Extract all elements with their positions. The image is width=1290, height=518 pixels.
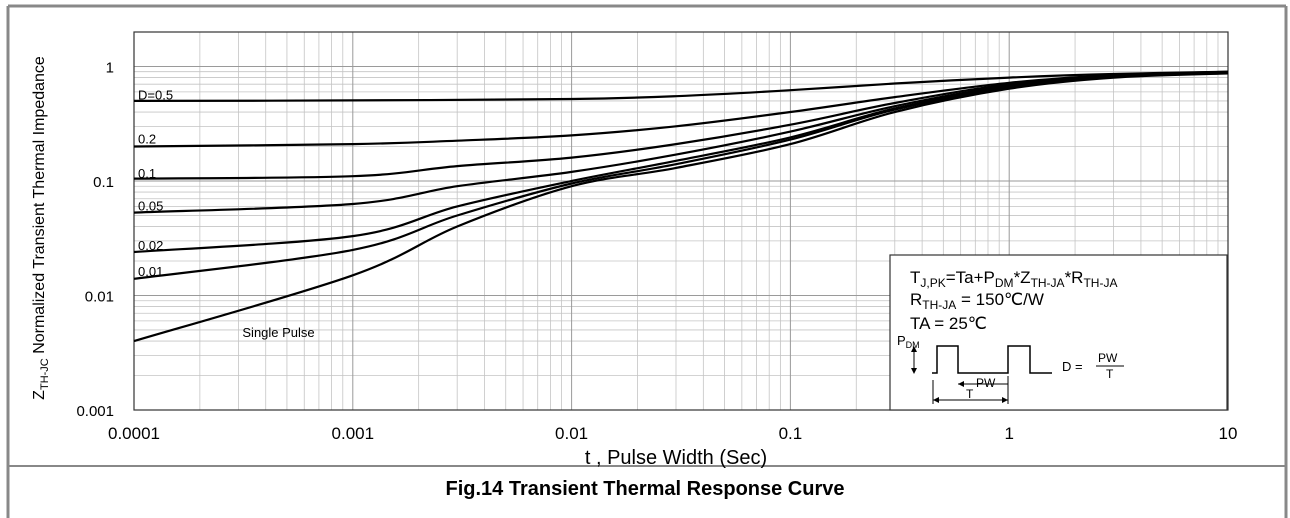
duty-eq-label: D = xyxy=(1062,359,1083,374)
y-axis-label-rest: Normalized Transient Thermal Impedance xyxy=(31,56,48,358)
y-tick-labels: 0.001 0.01 0.1 1 xyxy=(76,59,114,420)
pw-arrow-head xyxy=(958,381,964,387)
series-label: 0.05 xyxy=(138,198,163,213)
y-axis-label: ZTH-JC Normalized Transient Thermal Impe… xyxy=(31,56,51,400)
series-label: Single Pulse xyxy=(242,325,314,340)
series-line-d-0-5 xyxy=(133,70,1229,102)
series-labels: D=0.5 0.2 0.1 0.05 0.02 0.01 Single Pulse xyxy=(138,87,315,340)
duty-numerator: PW xyxy=(1098,351,1118,365)
plot-area-border xyxy=(133,31,1229,411)
series-line-0-2 xyxy=(133,70,1229,148)
y-axis-label-sub: TH-JC xyxy=(39,358,51,390)
x-tick-label: 0.0001 xyxy=(108,424,160,443)
formula-line: TA = 25℃ xyxy=(910,314,987,333)
y-tick-label: 0.001 xyxy=(76,403,114,420)
pdm-arrow-head-up xyxy=(911,346,917,352)
y-axis-label-main: Z xyxy=(31,390,48,400)
y-tick-label: 1 xyxy=(106,59,114,76)
x-tick-label: 1 xyxy=(1004,424,1013,443)
x-tick-label: 0.01 xyxy=(555,424,588,443)
t-arrow-right xyxy=(1002,397,1008,403)
x-axis-label: t , Pulse Width (Sec) xyxy=(585,447,767,469)
series-label: 0.2 xyxy=(138,132,156,147)
x-tick-label: 0.1 xyxy=(779,424,803,443)
series-label: 0.1 xyxy=(138,166,156,181)
formula-line: TJ,PK=Ta+PDM*ZTH-JA*RTH-JA xyxy=(910,268,1117,290)
t-arrow-left xyxy=(933,397,939,403)
pulse-label: PDM xyxy=(897,333,920,350)
t-label: T xyxy=(966,387,974,401)
y-tick-label: 0.01 xyxy=(85,288,114,305)
figure-caption: Fig.14 Transient Thermal Response Curve xyxy=(445,478,845,500)
duty-denominator: T xyxy=(1106,367,1114,381)
series-label: 0.02 xyxy=(138,238,163,253)
series-line-0-1 xyxy=(133,71,1229,180)
series-line-0-01 xyxy=(133,71,1229,280)
y-tick-label: 0.1 xyxy=(93,174,114,191)
series-label: D=0.5 xyxy=(138,87,173,102)
series-line-single-pulse xyxy=(133,72,1229,343)
pulse-diagram: PDM PW T D = PW T xyxy=(897,333,1124,404)
x-tick-label: 10 xyxy=(1219,424,1238,443)
formula-box-frame xyxy=(889,254,1228,411)
x-tick-labels: 0.0001 0.001 0.01 0.1 1 10 xyxy=(108,424,1237,443)
series-label: 0.01 xyxy=(138,264,163,279)
formula-line: RTH-JA = 150℃/W xyxy=(910,290,1044,312)
pulse-waveform xyxy=(932,345,1052,374)
series-layer xyxy=(133,70,1229,343)
pw-label: PW xyxy=(976,376,996,390)
x-tick-label: 0.001 xyxy=(332,424,375,443)
pdm-arrow-head-down xyxy=(911,368,917,374)
